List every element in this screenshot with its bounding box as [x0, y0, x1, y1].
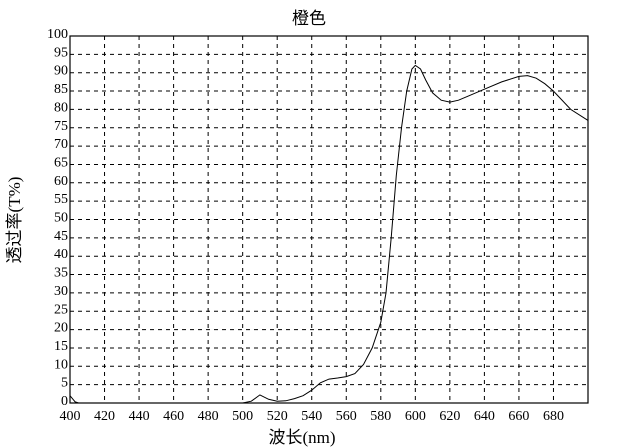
- y-tick-label: 20: [54, 321, 68, 336]
- y-tick-label: 15: [54, 339, 68, 354]
- y-tick-label: 85: [54, 82, 68, 97]
- x-tick-label: 480: [198, 409, 219, 424]
- y-axis-ticks: 0 5 10 15 20 25 30 35 40 45 50 55 60 65 70 75 80 85 90 95 10…: [47, 27, 68, 409]
- y-axis-label: 透过率(T%): [5, 177, 24, 264]
- y-tick-label: 100: [47, 27, 68, 42]
- plot-frame: [69, 35, 589, 404]
- x-tick-label: 560: [336, 409, 357, 424]
- chart-title: 橙色: [292, 9, 326, 28]
- y-tick-label: 35: [54, 266, 68, 281]
- y-tick-label: 60: [54, 174, 68, 189]
- x-tick-label: 400: [60, 409, 81, 424]
- y-tick-label: 55: [54, 192, 68, 207]
- x-tick-label: 640: [474, 409, 495, 424]
- x-axis-ticks: 400 420 440 460 480 500 520 540 560 580 600 620 640 6…: [60, 409, 564, 424]
- y-tick-label: 70: [54, 137, 68, 152]
- x-tick-label: 420: [94, 409, 115, 424]
- x-tick-label: 460: [163, 409, 184, 424]
- y-tick-label: 30: [54, 284, 68, 299]
- x-axis-label: 波长(nm): [268, 428, 335, 447]
- y-tick-label: 80: [54, 100, 68, 115]
- x-tick-label: 440: [129, 409, 150, 424]
- y-tick-label: 25: [54, 302, 68, 317]
- y-tick-label: 0: [61, 394, 68, 409]
- y-tick-label: 90: [54, 64, 68, 79]
- x-tick-label: 540: [301, 409, 322, 424]
- x-tick-label: 500: [232, 409, 253, 424]
- x-tick-label: 600: [405, 409, 426, 424]
- x-tick-label: 520: [267, 409, 288, 424]
- x-tick-label: 620: [439, 409, 460, 424]
- grid: [70, 36, 588, 403]
- x-tick-label: 660: [508, 409, 529, 424]
- y-tick-label: 50: [54, 211, 68, 226]
- y-tick-label: 45: [54, 229, 68, 244]
- x-tick-label: 580: [370, 409, 391, 424]
- transmittance-line: [69, 64, 589, 404]
- y-tick-label: 75: [54, 119, 68, 134]
- y-tick-label: 95: [54, 45, 68, 60]
- y-tick-label: 10: [54, 357, 68, 372]
- y-tick-label: 5: [61, 376, 68, 391]
- y-tick-label: 65: [54, 155, 68, 170]
- x-tick-label: 680: [543, 409, 564, 424]
- y-tick-label: 40: [54, 247, 68, 262]
